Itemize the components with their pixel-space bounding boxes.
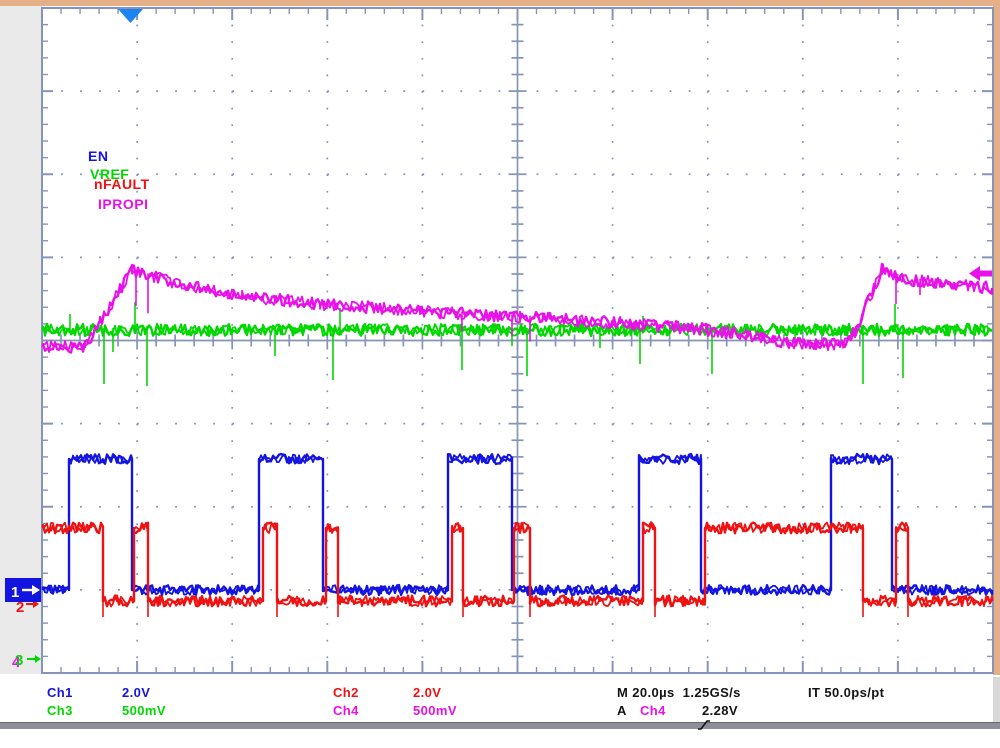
resolution-readout: IT 50.0ps/pt [808,685,885,700]
trace-label-vref: VREF [90,166,130,182]
waveform-display: 21 43 [5,7,994,674]
trigger-position-marker[interactable] [118,9,143,23]
status-bar [0,675,1000,722]
trace-label-ipropi: IPROPI [98,196,149,212]
trigger-slope-rising-icon [681,705,711,730]
ch1-ground-marker[interactable]: 1 [5,578,41,602]
svg-text:4: 4 [12,654,21,671]
timebase-readout: M 20.0µs 1.25GS/s [617,685,741,700]
window-right-border [993,0,1000,677]
ch1-readout-label[interactable]: Ch1 [47,685,73,700]
ch2-readout-label[interactable]: Ch2 [333,685,359,700]
status-bar-right-margin [993,677,1000,722]
graticule [41,7,994,674]
ch4-offscreen-arrow-icon [969,266,992,281]
trigger-level-readout: 2.28V [702,703,738,718]
trace-label-nfault: nFAULT [94,176,150,192]
ch3-scale-value[interactable]: 500mV [122,703,166,718]
window-top-border [0,0,1000,6]
svg-text:1: 1 [11,584,19,601]
svg-text:2: 2 [16,599,24,616]
ch1-scale-value[interactable]: 2.0V [122,685,151,700]
ch4-readout-label[interactable]: Ch4 [333,703,359,718]
ch4-scale-value[interactable]: 500mV [413,703,457,718]
trigger-mode-readout: A [617,703,627,718]
ch3-readout-label[interactable]: Ch3 [47,703,73,718]
graticule-left-margin [0,6,42,674]
ch1-en-trace [41,452,994,597]
ch3-ch4-ground-marker[interactable]: 43 [12,652,41,671]
ch2-scale-value[interactable]: 2.0V [413,685,442,700]
trigger-source-readout[interactable]: Ch4 [640,703,666,718]
ch4-ipropi-trace [41,262,994,354]
ch3-vref-trace [41,302,993,386]
trace-label-en: EN [88,148,109,164]
ch2-nfault-trace [41,521,994,617]
window-bottom-border [0,722,1000,729]
svg-text:3: 3 [15,652,23,669]
